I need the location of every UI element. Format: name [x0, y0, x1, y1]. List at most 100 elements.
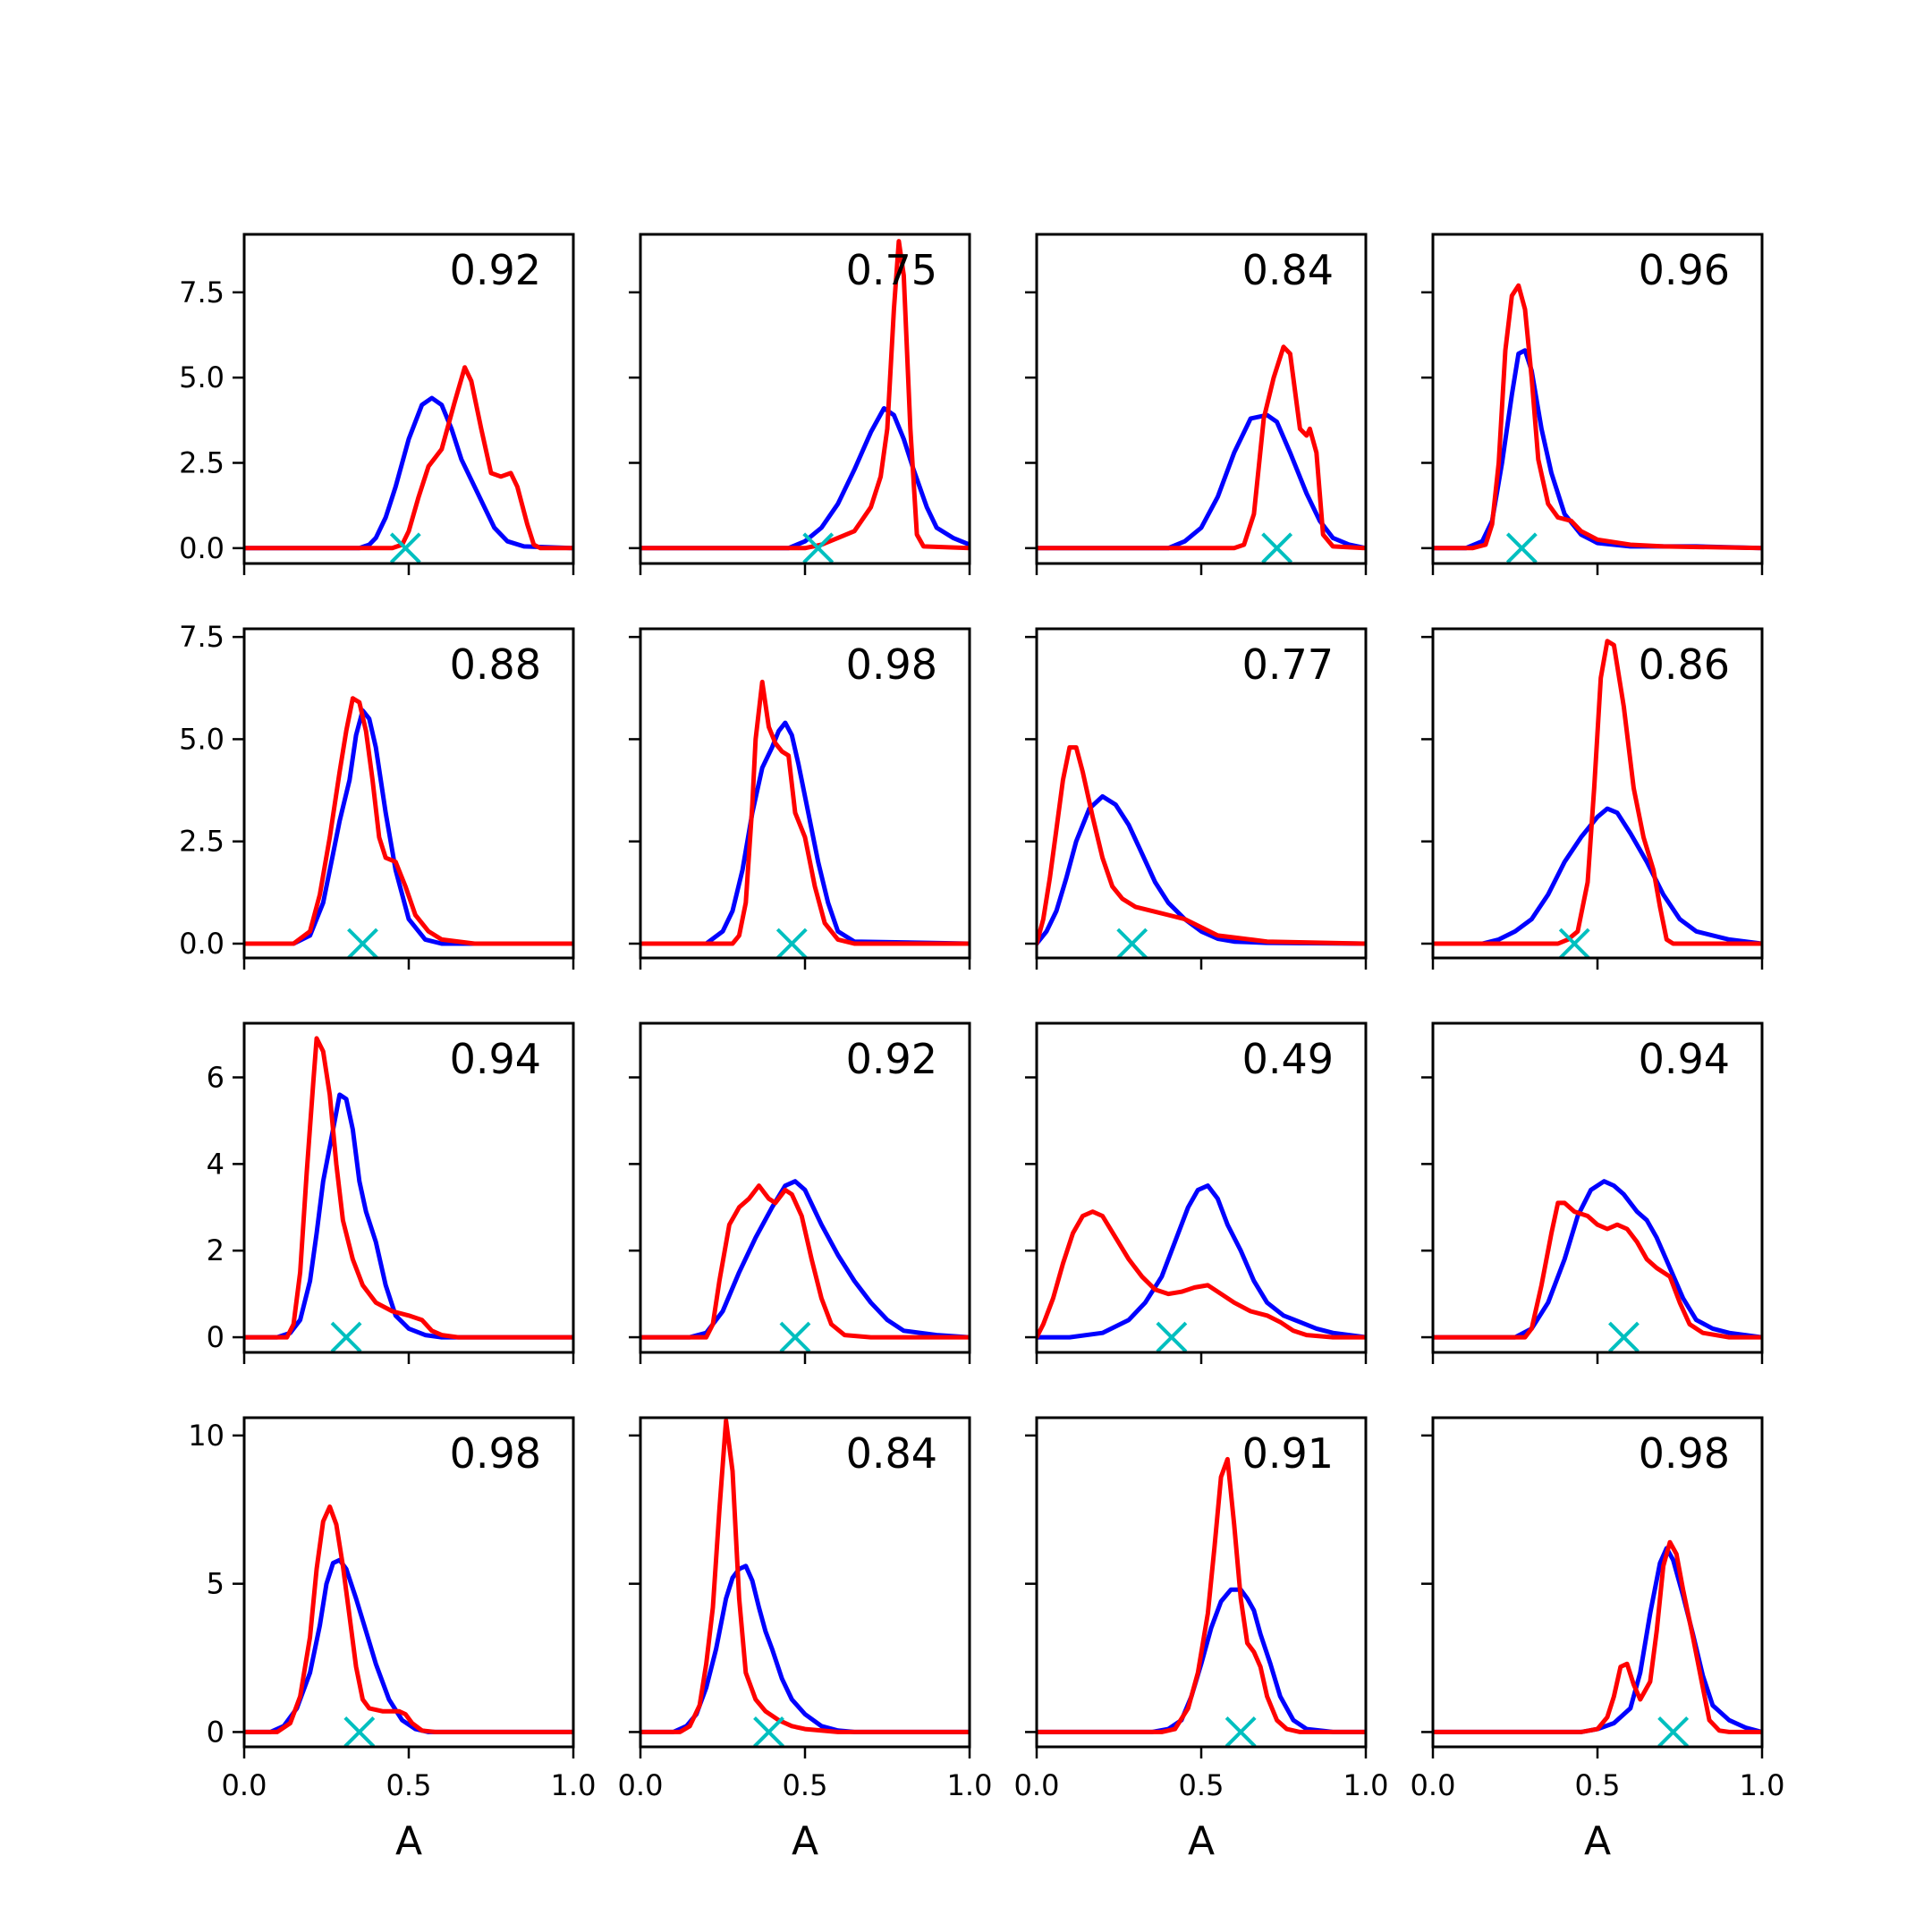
red-series-line	[640, 239, 970, 551]
blue-series-line	[1433, 1179, 1762, 1340]
x-tick-label: 1.0	[947, 1768, 993, 1802]
x-axis-label: A	[395, 1818, 422, 1864]
panel-annotation: 0.92	[846, 1035, 937, 1083]
blue-series-line	[1037, 412, 1366, 551]
red-series-line	[244, 696, 573, 946]
panel-annotation: 0.94	[1639, 1035, 1730, 1083]
red-series-line	[244, 1504, 573, 1734]
x-tick-label: 0.0	[1014, 1768, 1060, 1802]
y-tick-label: 0.0	[179, 531, 225, 565]
cross-marker	[1505, 532, 1538, 564]
red-series-line	[1433, 1200, 1762, 1340]
subplot-plot-area	[1037, 344, 1366, 564]
subplot-plot-area	[1037, 1183, 1366, 1352]
cross-marker	[802, 532, 835, 564]
blue-series-line	[640, 720, 970, 946]
subplot-plot-area	[640, 1179, 970, 1352]
red-series-line	[640, 679, 970, 946]
red-series-line	[1037, 344, 1366, 551]
y-tick-label: 7.5	[179, 275, 225, 309]
y-tick-label: 4	[207, 1147, 225, 1181]
cross-marker	[779, 1321, 811, 1352]
cross-marker	[1156, 1321, 1188, 1352]
x-tick-label: 0.5	[783, 1768, 828, 1802]
x-tick-label: 1.0	[551, 1768, 597, 1802]
red-series-line	[1433, 283, 1762, 551]
subplot-1-1: 0.92 0.0 2.5 5.0 7.5	[179, 233, 575, 575]
y-tick-label: 2.5	[179, 446, 225, 480]
panel-annotation: 0.88	[450, 640, 541, 689]
subplot-4-1: 0.98 0.0 0.5 1.0 A 0 5 10	[188, 1416, 597, 1864]
cross-marker-stroke	[753, 1716, 784, 1747]
cross-marker-stroke	[330, 1321, 362, 1352]
subplot-plot-area	[1433, 1179, 1762, 1352]
blue-series-line	[1037, 793, 1366, 946]
panel-annotation: 0.96	[1639, 246, 1730, 294]
cross-marker	[1116, 928, 1148, 958]
subplot-1-2: 0.75	[629, 233, 971, 575]
cross-marker	[347, 928, 378, 958]
blue-series-line	[640, 406, 970, 551]
subplot-3-3: 0.49	[1025, 1021, 1368, 1364]
panel-annotation: 0.77	[1242, 640, 1334, 689]
subplot-4-3: 0.91 0.0 0.5 1.0 A	[1014, 1416, 1389, 1864]
subplot-2-2: 0.98	[629, 627, 971, 970]
subplot-plot-area	[1433, 283, 1762, 564]
red-series-line	[1433, 1539, 1762, 1734]
cross-marker	[753, 1716, 784, 1747]
panel-annotation: 0.84	[1242, 246, 1334, 294]
x-axis-label: A	[792, 1818, 818, 1864]
subplot-plot-area	[1433, 639, 1762, 958]
x-tick-label: 0.0	[618, 1768, 664, 1802]
red-series-line	[1037, 745, 1366, 946]
cross-marker	[1657, 1716, 1690, 1747]
x-tick-label: 0.5	[1575, 1768, 1621, 1802]
cross-marker	[1558, 928, 1590, 958]
panel-grid: 0.92 0.0 2.5 5.0 7.5 0.75 0.84 0.96 0.88 0.0 2.5 5.…	[179, 233, 1784, 1864]
blue-series-line	[244, 395, 573, 551]
cross-marker	[389, 532, 421, 564]
cross-marker-stroke	[347, 928, 378, 958]
y-tick-label: 0.0	[179, 927, 225, 961]
x-axis-label: A	[1584, 1818, 1611, 1864]
subplot-plot-area	[1037, 1456, 1366, 1747]
cross-marker	[330, 1321, 362, 1352]
subplot-3-2: 0.92	[629, 1021, 971, 1364]
y-tick-label: 7.5	[179, 620, 225, 654]
y-tick-label: 2	[207, 1233, 225, 1267]
panel-annotation: 0.86	[1639, 640, 1730, 689]
subplot-3-4: 0.94	[1421, 1021, 1764, 1364]
x-tick-label: 0.0	[1411, 1768, 1456, 1802]
y-tick-label: 2.5	[179, 825, 225, 859]
cross-marker-stroke	[779, 1321, 811, 1352]
panel-annotation: 0.91	[1242, 1429, 1334, 1478]
panel-annotation: 0.94	[450, 1035, 541, 1083]
cross-marker-stroke	[1608, 1321, 1640, 1352]
y-tick-label: 5.0	[179, 722, 225, 756]
y-tick-label: 0	[207, 1320, 225, 1354]
subplot-2-1: 0.88 0.0 2.5 5.0 7.5	[179, 620, 575, 970]
red-series-line	[640, 1418, 970, 1734]
cross-marker	[1224, 1716, 1257, 1747]
subplot-plot-area	[1433, 1539, 1762, 1747]
cross-marker-stroke	[389, 532, 421, 564]
x-tick-label: 1.0	[1343, 1768, 1389, 1802]
cross-marker	[1261, 532, 1293, 564]
x-tick-label: 0.0	[222, 1768, 267, 1802]
blue-series-line	[1037, 1183, 1366, 1340]
panel-annotation: 0.98	[1639, 1429, 1730, 1478]
cross-marker-stroke	[775, 928, 808, 958]
subplot-plot-area	[244, 365, 573, 564]
subplot-plot-area	[244, 696, 573, 958]
cross-marker-stroke	[1657, 1716, 1690, 1747]
red-series-line	[1037, 1456, 1366, 1734]
panel-annotation: 0.84	[846, 1429, 937, 1478]
y-tick-label: 5	[207, 1567, 225, 1601]
cross-marker-stroke	[1224, 1716, 1257, 1747]
subplot-plot-area	[640, 679, 970, 958]
subplot-2-3: 0.77	[1025, 627, 1368, 970]
blue-series-line	[640, 1179, 970, 1340]
panel-annotation: 0.98	[846, 640, 937, 689]
cross-marker-stroke	[802, 532, 835, 564]
